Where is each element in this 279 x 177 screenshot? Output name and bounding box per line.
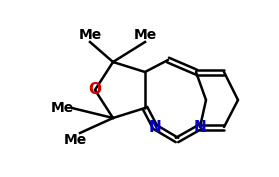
Text: N: N bbox=[194, 119, 206, 135]
Text: O: O bbox=[88, 82, 102, 98]
Text: Me: Me bbox=[133, 28, 157, 42]
Text: N: N bbox=[149, 119, 161, 135]
Text: Me: Me bbox=[50, 101, 74, 115]
Text: Me: Me bbox=[78, 28, 102, 42]
Text: Me: Me bbox=[63, 133, 86, 147]
